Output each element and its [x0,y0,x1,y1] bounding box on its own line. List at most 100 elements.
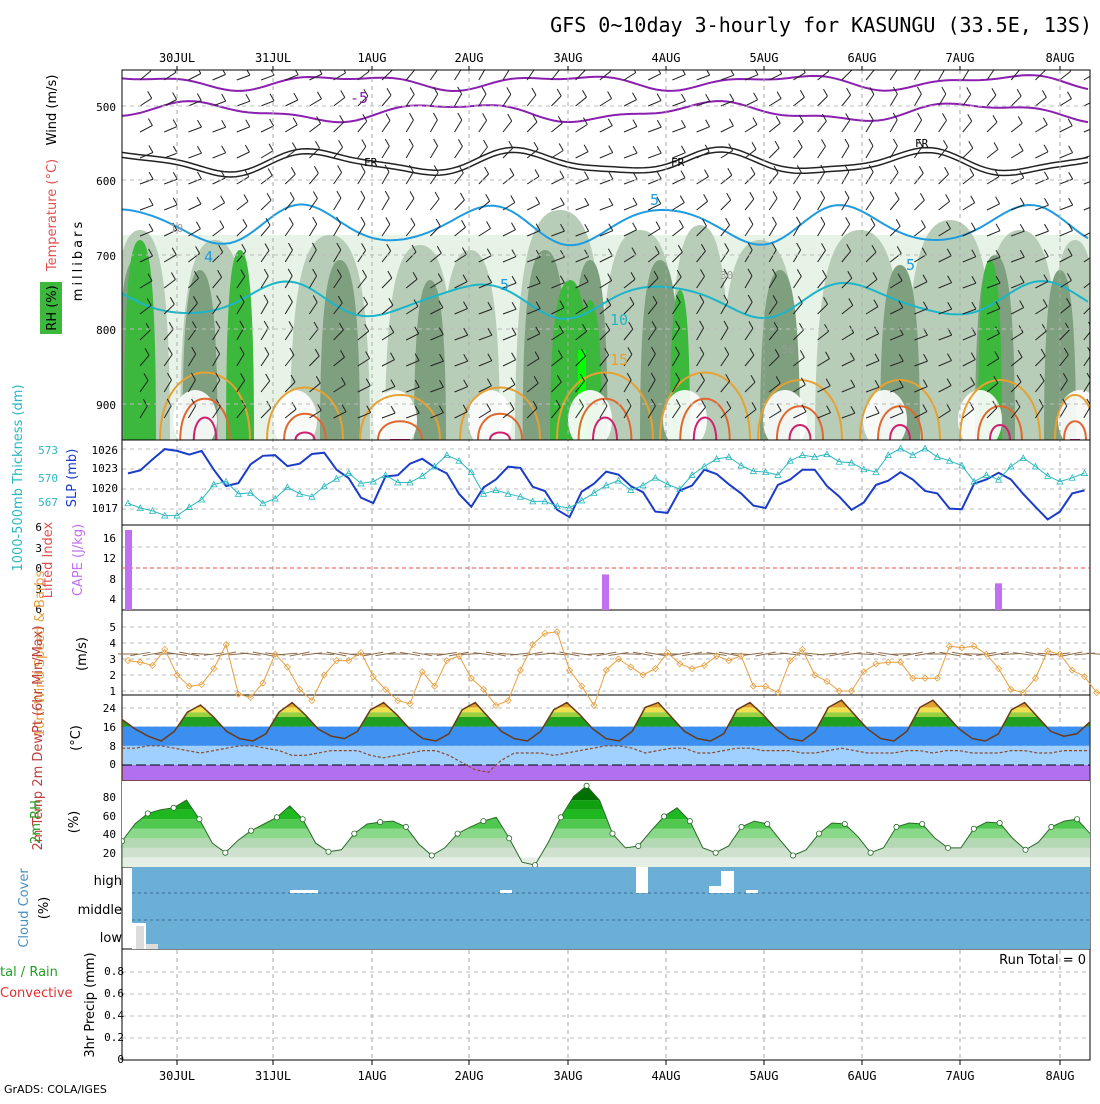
upper-barb-flag-7-39 [1092,247,1096,254]
rh-clear-2 [373,390,417,450]
cloud-gap-3 [636,867,648,893]
precip-label-3hr: 3hr Precip (mm) [83,952,98,1057]
upper-barb-flag-0-35 [991,61,995,68]
rh-point-12 [274,815,279,820]
contour-label-5b: 5 [500,276,509,294]
contour-label-15: 15 [610,351,628,369]
wind10-barb-3 [155,654,175,655]
rh-point-72 [1049,824,1054,829]
wind-tick-1: 1 [109,685,116,698]
date-bottom-7AUG: 7AUG [946,1069,975,1083]
wind-tick-2: 2 [109,669,116,682]
rh-point-74 [1075,817,1080,822]
ytick-500: 500 [96,101,116,114]
legend-rh: RH (%) [45,285,60,330]
date-bottom-8AUG: 8AUG [1046,1069,1075,1083]
wind10-barb-11 [253,652,273,656]
cape-label: CAPE (J/kg) [71,524,86,596]
rh-tick-80: 80 [103,791,116,804]
thickness-tick-573: 573 [38,444,58,457]
precip-label-rain: tal / Rain [0,965,58,980]
cape-panel [122,530,1090,610]
cloud-fill [132,867,1090,949]
rh-point-52 [791,853,796,858]
upper-barb-flag-0-39 [1092,66,1096,73]
contour-label-minus5: -5 [350,89,368,107]
upper-barb-flag-0-32 [918,61,922,68]
precip-tick-06: 0.6 [104,987,124,1000]
contour-label-5c: 5 [906,256,915,274]
rh-point-2 [145,811,150,816]
wind10-barb-16 [314,653,334,654]
panel-frame-3 [122,610,1090,695]
rh-floor [122,857,1090,867]
wind10-barb-19 [351,654,371,655]
precip-labels: 0.8 0.6 0.4 0.2 0 tal / Rain Convective … [0,952,1086,1066]
temp2m-panel [122,693,1090,781]
date-top-30JUL: 30JUL [159,51,195,65]
temp-tick-8: 8 [109,740,116,753]
temp-band-8-16 [122,727,1090,746]
date-top-5AUG: 5AUG [750,51,779,65]
rh-point-10 [249,828,254,833]
cloud-gap-5 [721,871,734,893]
rh-point-0 [119,839,124,844]
precip-tick-08: 0.8 [104,965,124,978]
rh-point-54 [816,831,821,836]
date-bottom-1AUG: 1AUG [358,1069,387,1083]
contour-label-4: 4 [204,248,213,266]
rh-point-6 [197,817,202,822]
precip-tick-04: 0.4 [104,1009,124,1022]
upper-barb-flag-8-39 [1091,272,1095,279]
thickness-label: 1000-500mb Thickness (dm) [11,384,26,571]
cloud-label: Cloud Cover [17,868,32,948]
ytick-800: 800 [96,324,116,337]
cape-tick-8: 8 [109,573,116,586]
rh-point-68 [997,820,1002,825]
thickness-tick-567: 567 [38,496,58,509]
upper-barb-flag-0-16 [531,61,535,68]
rh-tick-60: 60 [103,810,116,823]
rh-point-44 [687,819,692,824]
rh-point-24 [429,853,434,858]
temp2m-unit: (°C) [69,725,84,751]
wind10-barb-41 [621,654,641,655]
cape-tick-16: 16 [103,532,116,545]
rh-point-34 [558,815,563,820]
date-top-3AUG: 3AUG [554,51,583,65]
contour-label-10: 10 [610,311,628,329]
upper-air-ylabel: millibars [71,219,86,301]
rh2m-panel [119,781,1090,868]
cloud-gap-low-1b [136,926,144,949]
upper-barb-flag-4-39 [1093,172,1097,179]
rh-point-32 [532,863,537,868]
upper-barb-flag-0-15 [506,61,510,68]
rh-point-28 [481,819,486,824]
rh-point-4 [171,805,176,810]
rh-point-60 [894,824,899,829]
rh-point-38 [610,831,615,836]
pressure-panel [125,446,1087,520]
rh-point-14 [300,817,305,822]
cloud-panel: high middle low Cloud Cover (%) [17,867,1090,949]
slp-tick-1017: 1017 [92,502,119,515]
contour-label-fr-1: FR [364,156,378,169]
cloud-level-high: high [94,874,122,889]
temp-band-0 [122,717,1090,727]
slp-tick-1026: 1026 [92,444,119,457]
upper-barb-flag-0-36 [1016,62,1020,69]
thickness-line-marker-78 [1081,470,1087,476]
rh-point-36 [584,783,589,788]
date-top-4AUG: 4AUG [652,51,681,65]
rh-band-1 [122,848,1090,858]
upper-barb-flag-0-11 [411,62,415,69]
thickness-tick-570: 570 [38,472,58,485]
wind10-panel [118,629,1100,709]
rh-point-56 [842,821,847,826]
upper-air-labels: 500 600 700 800 900 millibars Wind (m/s)… [40,75,116,412]
ytick-900: 900 [96,399,116,412]
ytick-700: 700 [96,250,116,263]
